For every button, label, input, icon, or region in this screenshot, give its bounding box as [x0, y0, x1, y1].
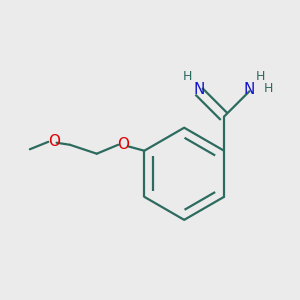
Text: N: N: [193, 82, 205, 97]
Text: H: H: [183, 70, 192, 83]
Text: H: H: [256, 70, 265, 83]
Text: N: N: [244, 82, 255, 97]
Text: O: O: [118, 137, 130, 152]
Text: O: O: [48, 134, 60, 149]
Text: H: H: [264, 82, 273, 95]
